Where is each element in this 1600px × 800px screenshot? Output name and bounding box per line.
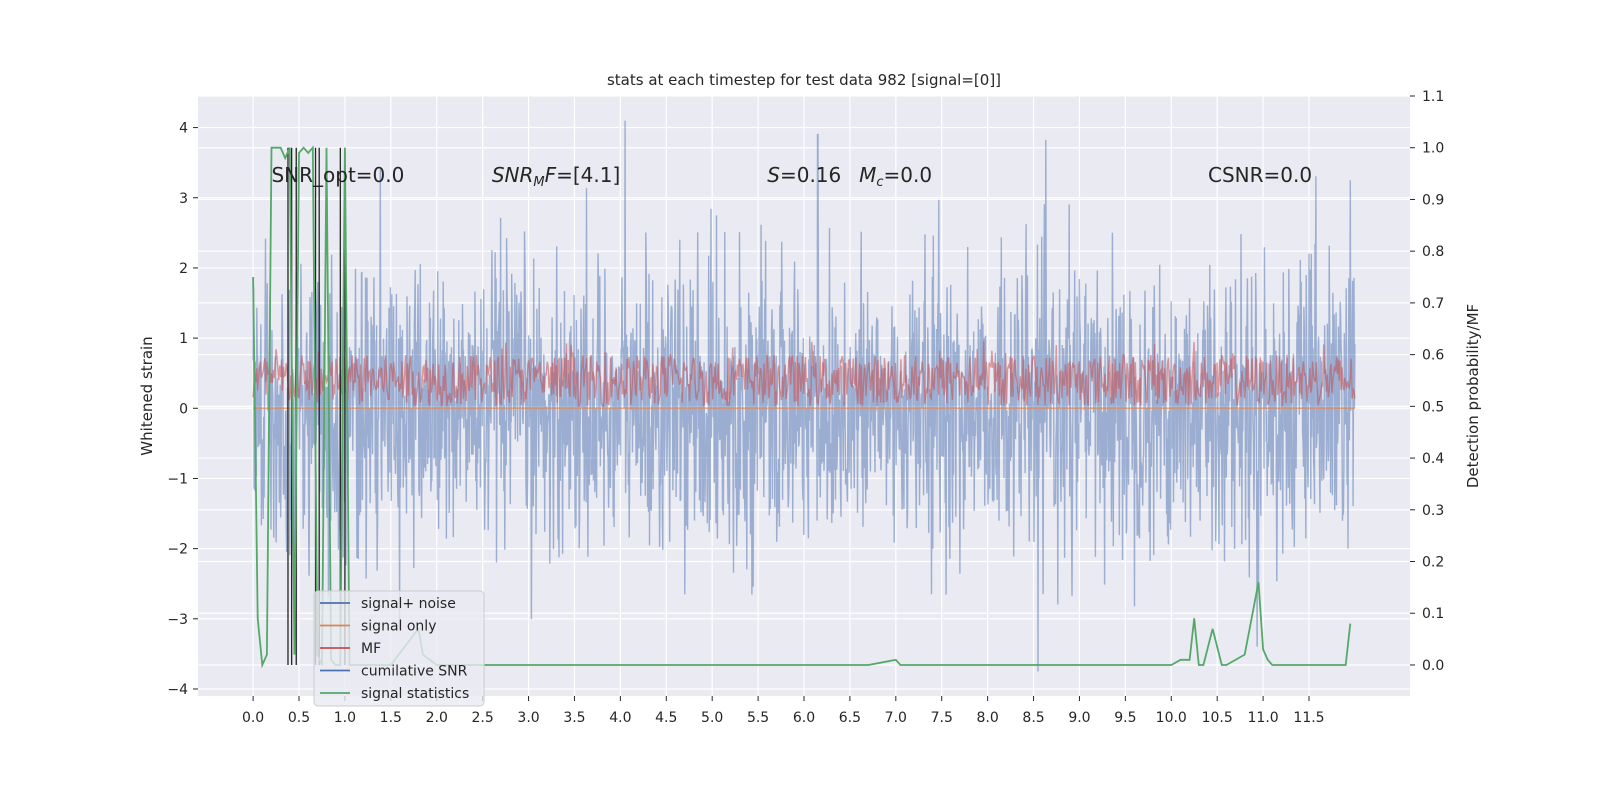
y2-tick-label-6: 0.5 — [1422, 399, 1444, 415]
y-tick-label-7: −3 — [167, 612, 188, 628]
y2-axis-label: Detection probability/MF — [1464, 304, 1482, 488]
y-tick-label-6: −2 — [167, 542, 188, 558]
x-tick-label-11: 5.5 — [747, 710, 769, 726]
legend-label-3: cumilative SNR — [361, 664, 468, 680]
x-tick-label-20: 10.0 — [1156, 710, 1187, 726]
y-tick-label-2: 2 — [179, 261, 188, 277]
y2-tick-label-11: 0.0 — [1422, 658, 1444, 674]
legend-box — [313, 590, 485, 707]
x-tick-label-8: 4.0 — [609, 710, 631, 726]
annotation-4: CSNR=0.0 — [1208, 163, 1312, 187]
y-tick-label-1: 3 — [179, 191, 188, 207]
y2-tick-label-4: 0.7 — [1422, 296, 1444, 312]
y2-tick-label-5: 0.6 — [1422, 348, 1444, 364]
y-tick-label-5: −1 — [167, 471, 188, 487]
x-tick-label-9: 4.5 — [655, 710, 677, 726]
x-tick-label-15: 7.5 — [931, 710, 953, 726]
x-tick-label-4: 2.0 — [426, 710, 448, 726]
x-tick-label-13: 6.5 — [839, 710, 861, 726]
x-tick-label-1: 0.5 — [288, 710, 310, 726]
legend-label-4: signal statistics — [361, 686, 469, 702]
series-mf — [252, 341, 1356, 408]
y-tick-label-4: 0 — [179, 401, 188, 417]
legend-label-2: MF — [361, 641, 381, 657]
x-tick-label-23: 11.5 — [1293, 710, 1324, 726]
x-tick-label-0: 0.0 — [242, 710, 264, 726]
x-tick-label-21: 10.5 — [1202, 710, 1233, 726]
x-tick-label-7: 3.5 — [563, 710, 585, 726]
x-tick-label-19: 9.5 — [1114, 710, 1136, 726]
x-tick-label-18: 9.0 — [1068, 710, 1090, 726]
x-tick-label-3: 1.5 — [380, 710, 402, 726]
x-tick-label-10: 5.0 — [701, 710, 723, 726]
x-tick-label-14: 7.0 — [885, 710, 907, 726]
annotation-0: SNR_opt=0.0 — [271, 163, 404, 187]
x-tick-label-12: 6.0 — [793, 710, 815, 726]
y2-tick-label-8: 0.3 — [1422, 503, 1444, 519]
x-tick-label-5: 2.5 — [472, 710, 494, 726]
y2-tick-label-10: 0.1 — [1422, 606, 1444, 622]
y-tick-label-8: −4 — [167, 682, 188, 698]
annotation-1: SNRMF=[4.1] — [492, 163, 620, 190]
legend-label-0: signal+ noise — [361, 596, 456, 612]
x-tick-label-6: 3.0 — [517, 710, 539, 726]
y2-tick-label-2: 0.9 — [1422, 192, 1444, 208]
annotation-2: S=0.16 — [767, 163, 841, 187]
y2-tick-label-0: 1.1 — [1422, 89, 1444, 105]
y2-tick-label-9: 0.2 — [1422, 555, 1444, 571]
y-tick-label-0: 4 — [179, 121, 188, 137]
axes: 0.0 0.5 1.0 1.5 2.0 2.5 3.0 3.5 4.0 4.5 5.0 5.5 6.0 6… — [167, 89, 1444, 726]
x-tick-label-2: 1.0 — [334, 710, 356, 726]
series-signal-noise — [252, 120, 1356, 672]
legend: signal+ noise signal only MF cumilative SNR… — [313, 590, 485, 707]
y-axis-label: Whitened strain — [138, 336, 156, 455]
x-tick-label-17: 8.5 — [1022, 710, 1044, 726]
y2-tick-label-1: 1.0 — [1422, 141, 1444, 157]
annotation-3: Mc=0.0 — [859, 163, 932, 190]
x-tick-label-16: 8.0 — [977, 710, 999, 726]
annotations: SNR_opt=0.0 SNRMF=[4.1] S=0.16 Mc=0.0 CSNR=0… — [271, 163, 1312, 190]
legend-label-1: signal only — [361, 619, 436, 635]
y2-tick-label-7: 0.4 — [1422, 451, 1444, 467]
y-tick-label-3: 1 — [179, 331, 188, 347]
y2-tick-label-3: 0.8 — [1422, 244, 1444, 260]
chart-title: stats at each timestep for test data 982… — [607, 71, 1001, 89]
x-tick-label-22: 11.0 — [1248, 710, 1279, 726]
